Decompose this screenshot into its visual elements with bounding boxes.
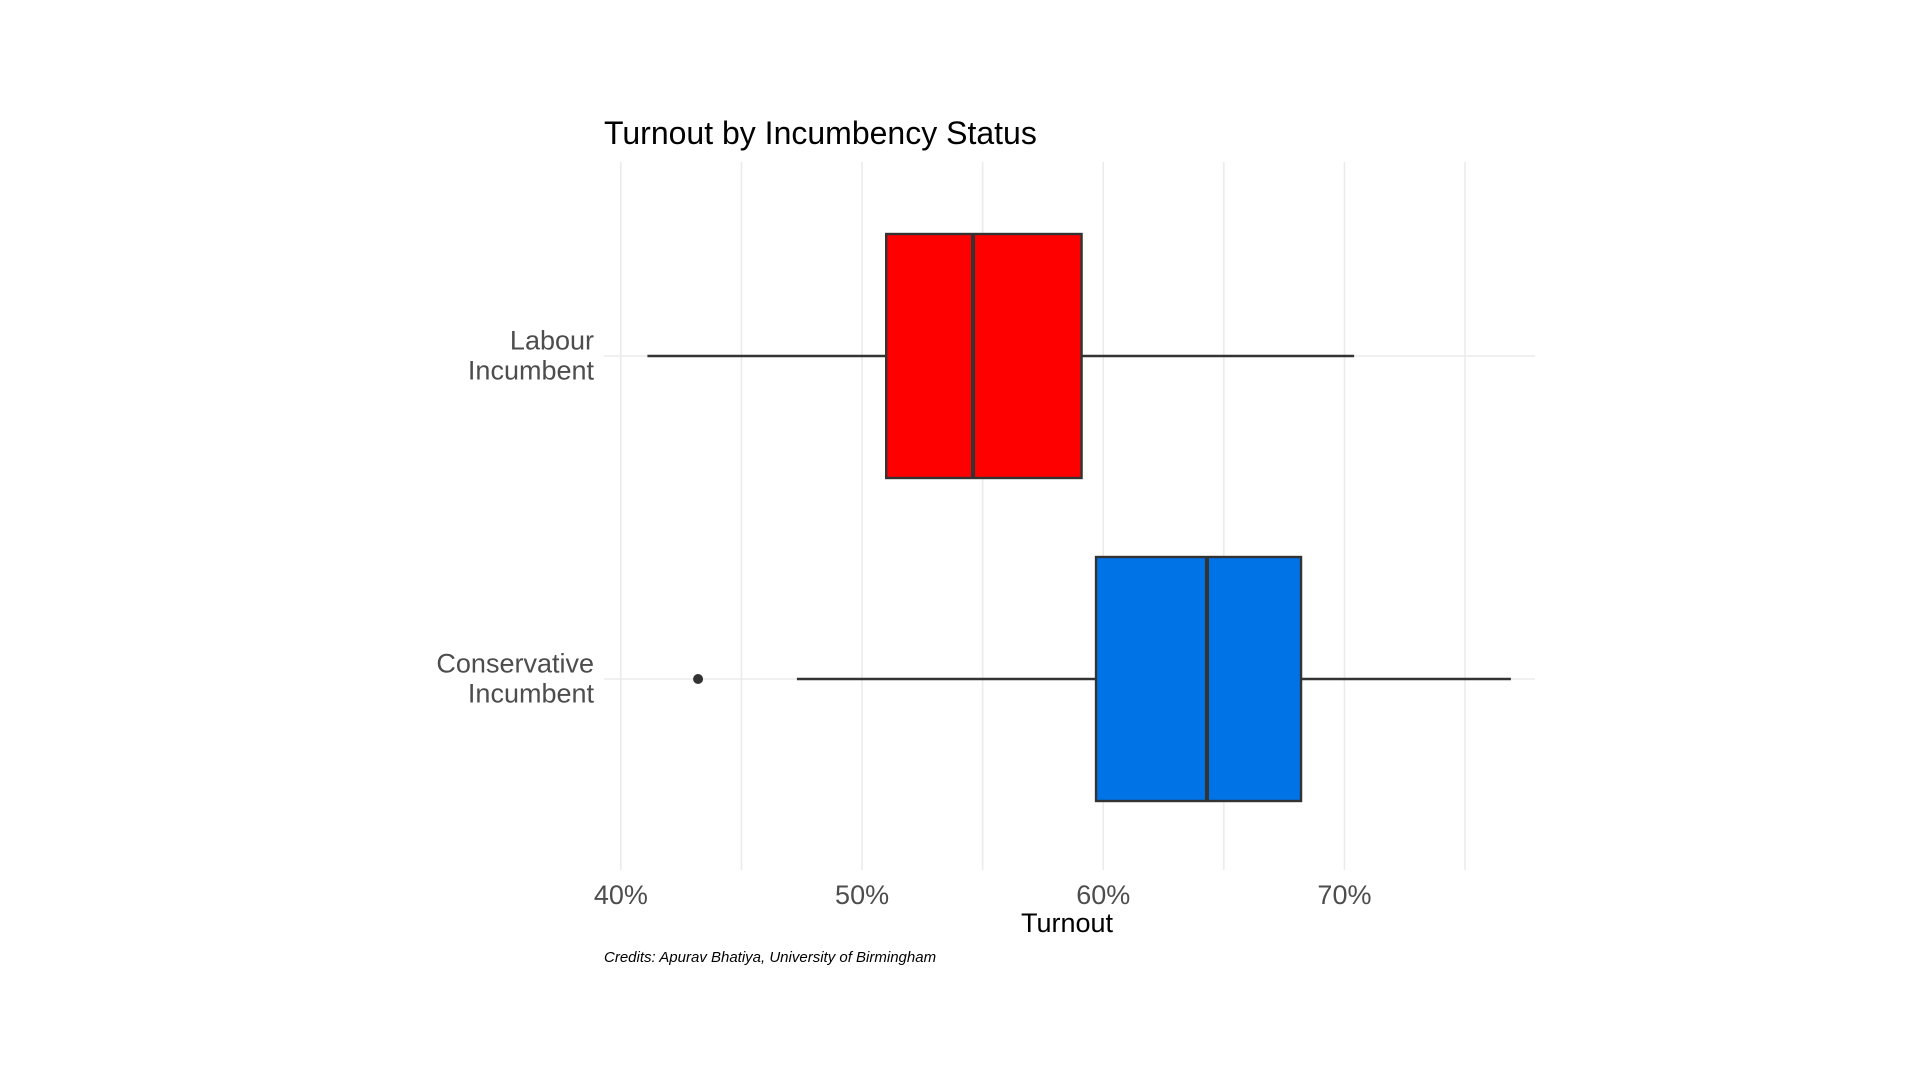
category-label: Conservative Incumbent (436, 648, 594, 708)
x-tick-label: 60% (1076, 880, 1130, 910)
category-label-line: Labour (510, 325, 594, 355)
label-layer: Turnout by Incumbency Status Turnout Cre… (436, 115, 1371, 966)
chart-caption: Credits: Apurav Bhatiya, University of B… (604, 949, 936, 966)
iqr-box (884, 232, 1083, 480)
category-label-line: Incumbent (468, 679, 595, 709)
x-tick-label: 40% (594, 880, 648, 910)
boxplot-labour (647, 232, 1355, 480)
category-label: Labour Incumbent (468, 325, 595, 385)
x-tick-label: 70% (1317, 880, 1371, 910)
iqr-box (1094, 555, 1303, 803)
x-tick-label: 50% (835, 880, 889, 910)
category-label-line: Incumbent (468, 356, 595, 386)
x-axis-label: Turnout (1021, 908, 1114, 938)
category-label-line: Conservative (436, 648, 594, 678)
outlier-point (693, 674, 704, 684)
boxplot-conservative (693, 555, 1511, 803)
chart-title: Turnout by Incumbency Status (604, 115, 1037, 151)
box-layer (647, 232, 1511, 803)
